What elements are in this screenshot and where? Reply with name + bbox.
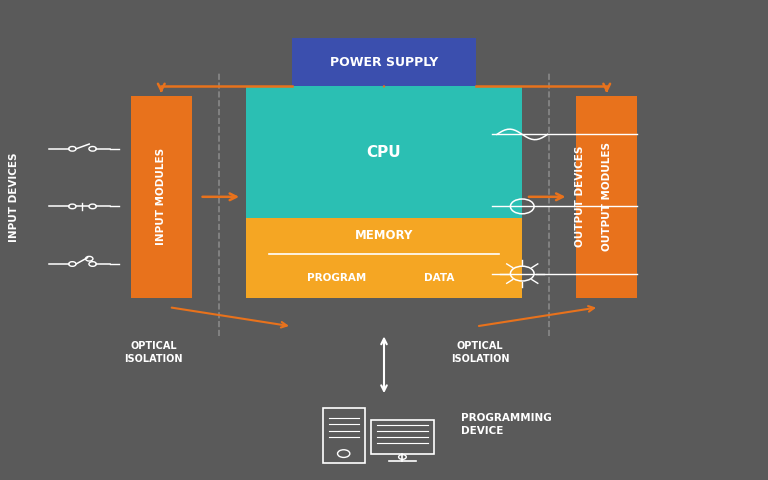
Text: DATA: DATA <box>424 273 455 283</box>
FancyBboxPatch shape <box>246 86 522 218</box>
FancyBboxPatch shape <box>576 96 637 298</box>
Text: MEMORY: MEMORY <box>355 229 413 242</box>
Text: OPTICAL
ISOLATION: OPTICAL ISOLATION <box>451 341 509 364</box>
FancyBboxPatch shape <box>292 38 476 86</box>
Text: PROGRAM: PROGRAM <box>307 273 366 283</box>
Text: INPUT DEVICES: INPUT DEVICES <box>8 152 19 241</box>
Text: OPTICAL
ISOLATION: OPTICAL ISOLATION <box>124 341 183 364</box>
Text: PROGRAMMING
DEVICE: PROGRAMMING DEVICE <box>461 413 551 436</box>
Text: INPUT MODULES: INPUT MODULES <box>156 148 167 245</box>
Bar <box>371 420 434 454</box>
Text: OUTPUT MODULES: OUTPUT MODULES <box>601 142 612 252</box>
FancyBboxPatch shape <box>246 218 522 298</box>
Text: CPU: CPU <box>366 145 402 160</box>
Bar <box>323 408 365 463</box>
Text: OUTPUT DEVICES: OUTPUT DEVICES <box>574 146 585 248</box>
FancyBboxPatch shape <box>131 96 192 298</box>
Text: POWER SUPPLY: POWER SUPPLY <box>330 56 438 69</box>
